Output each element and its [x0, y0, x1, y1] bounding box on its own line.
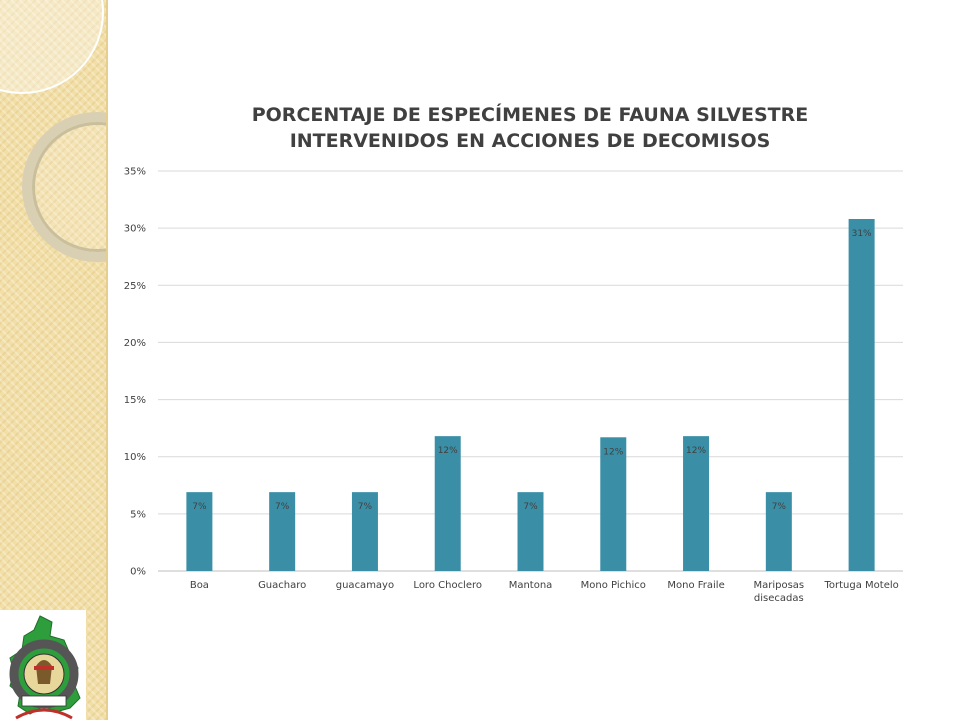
x-category-label: disecadas — [754, 593, 804, 604]
bar — [683, 436, 710, 571]
bar — [517, 492, 544, 571]
x-category-label: Loro Choclero — [413, 580, 482, 591]
data-label: 7% — [772, 502, 787, 512]
data-label: 7% — [523, 502, 538, 512]
data-label: 7% — [192, 502, 207, 512]
chart-title-line-2: INTERVENIDOS EN ACCIONES DE DECOMISOS — [289, 130, 771, 152]
y-tick-label: 5% — [130, 509, 146, 520]
y-tick-label: 10% — [124, 452, 146, 463]
decorative-sidebar — [0, 0, 108, 720]
bar — [434, 436, 461, 571]
x-category-label: Tortuga Motelo — [823, 580, 898, 591]
data-label: 7% — [275, 502, 290, 512]
y-tick-label: 30% — [124, 224, 146, 235]
bar — [848, 219, 875, 571]
chart-title-line-1: PORCENTAJE DE ESPECÍMENES DE FAUNA SILVE… — [251, 104, 809, 126]
x-category-label: Mariposas — [753, 580, 804, 591]
bar — [765, 492, 792, 571]
y-tick-label: 25% — [124, 281, 146, 292]
bar — [186, 492, 213, 571]
x-category-label: Guacharo — [258, 580, 306, 591]
y-tick-label: 35% — [124, 167, 146, 178]
x-category-label: Mono Fraile — [667, 580, 724, 591]
bar — [600, 437, 627, 571]
x-category-label: guacamayo — [336, 580, 394, 591]
data-label: 31% — [852, 229, 872, 239]
y-tick-label: 0% — [130, 567, 146, 578]
data-label: 7% — [358, 502, 373, 512]
chart-title: PORCENTAJE DE ESPECÍMENES DE FAUNA SILVE… — [160, 102, 900, 154]
bar — [351, 492, 378, 571]
data-label: 12% — [603, 447, 623, 457]
data-label: 12% — [438, 446, 458, 456]
y-tick-label: 20% — [124, 338, 146, 349]
x-category-label: Mantona — [509, 580, 553, 591]
data-label: 12% — [686, 446, 706, 456]
y-tick-label: 15% — [124, 395, 146, 406]
regional-government-logo — [0, 610, 86, 720]
logo-emblem-icon — [9, 615, 81, 720]
bar — [269, 492, 296, 571]
x-category-label: Mono Pichico — [581, 580, 646, 591]
x-category-label: Boa — [190, 580, 209, 591]
